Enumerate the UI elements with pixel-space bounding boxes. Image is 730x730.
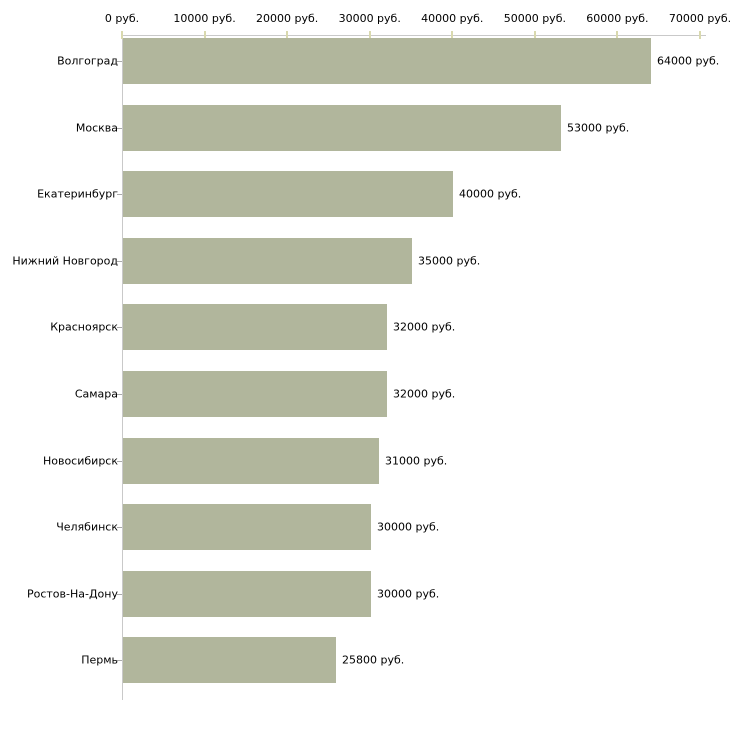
value-label: 32000 руб. <box>393 387 456 401</box>
y-tick-mark <box>117 660 122 662</box>
x-tick-mark <box>286 31 289 39</box>
y-tick-mark <box>117 327 122 329</box>
x-tick-mark <box>368 31 371 39</box>
x-tick-mark <box>616 31 619 39</box>
bar <box>123 437 379 484</box>
category-label: Красноярск <box>50 320 118 334</box>
x-tick-label: 70000 руб. <box>668 12 730 25</box>
value-label: 35000 руб. <box>418 254 481 268</box>
y-tick-mark <box>117 527 122 529</box>
bar <box>123 304 387 351</box>
value-label: 53000 руб. <box>567 121 630 135</box>
x-tick-mark <box>451 31 454 39</box>
category-label: Ростов-На-Дону <box>26 587 118 601</box>
y-axis-line <box>122 35 123 700</box>
y-tick-mark <box>117 194 122 196</box>
category-label: Волгоград <box>57 54 118 68</box>
bar-row: Ростов-На-Дону 30000 руб. <box>0 568 730 635</box>
bar <box>123 171 453 218</box>
y-tick-mark <box>117 593 122 595</box>
bar-row: Новосибирск 31000 руб. <box>0 435 730 502</box>
category-label: Новосибирск <box>42 454 118 468</box>
bar <box>123 104 561 151</box>
value-label: 64000 руб. <box>657 54 720 68</box>
bar-row: Нижний Новгород 35000 руб. <box>0 235 730 302</box>
x-tick-mark <box>533 31 536 39</box>
value-label: 32000 руб. <box>393 320 456 334</box>
value-label: 30000 руб. <box>377 587 440 601</box>
category-label: Екатеринбург <box>37 187 118 201</box>
bar-row: Екатеринбург 40000 руб. <box>0 168 730 235</box>
x-tick-label: 0 руб. <box>104 12 140 25</box>
bar <box>123 504 371 551</box>
category-label: Самара <box>74 387 118 401</box>
value-label: 25800 руб. <box>342 653 405 667</box>
x-tick-label: 40000 руб. <box>421 12 484 25</box>
bar <box>123 570 371 617</box>
y-tick-mark <box>117 127 122 129</box>
bar-row: Москва 53000 руб. <box>0 102 730 169</box>
bar-row: Самара 32000 руб. <box>0 368 730 435</box>
x-tick-label: 20000 руб. <box>256 12 319 25</box>
bar-row: Волгоград 64000 руб. <box>0 35 730 102</box>
category-label: Пермь <box>81 653 118 667</box>
value-label: 31000 руб. <box>385 454 448 468</box>
x-axis-line <box>122 35 706 36</box>
x-tick-label: 60000 руб. <box>586 12 649 25</box>
category-label: Москва <box>75 121 118 135</box>
value-label: 30000 руб. <box>377 520 440 534</box>
bar <box>123 371 387 417</box>
x-tick-label: 10000 руб. <box>173 12 236 25</box>
y-tick-mark <box>117 61 122 62</box>
x-tick-mark <box>699 31 701 39</box>
bar <box>123 237 412 284</box>
bar-row: Челябинск 30000 руб. <box>0 501 730 568</box>
y-tick-mark <box>117 394 122 395</box>
y-tick-mark <box>117 260 122 262</box>
x-tick-mark <box>121 31 123 39</box>
bar <box>123 38 651 84</box>
bar-row: Красноярск 32000 руб. <box>0 301 730 368</box>
value-label: 40000 руб. <box>459 187 522 201</box>
category-label: Челябинск <box>56 520 118 534</box>
bar-row: Пермь 25800 руб. <box>0 634 730 701</box>
x-tick-label: 50000 руб. <box>503 12 566 25</box>
x-tick-mark <box>203 31 206 39</box>
x-tick-label: 30000 руб. <box>338 12 401 25</box>
category-label: Нижний Новгород <box>12 254 118 268</box>
y-tick-mark <box>117 460 122 462</box>
bar <box>123 637 336 684</box>
